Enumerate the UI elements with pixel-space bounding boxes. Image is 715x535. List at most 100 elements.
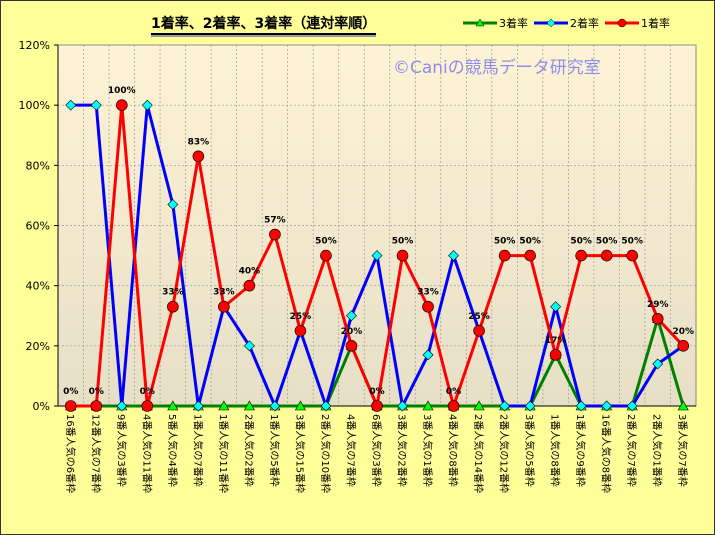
y-tick-label: 120% <box>19 39 50 52</box>
data-point <box>473 324 485 337</box>
data-point <box>600 249 613 262</box>
data-point <box>269 228 281 241</box>
data-point <box>677 340 690 352</box>
data-label: 0% <box>89 387 104 397</box>
data-point <box>422 400 434 411</box>
x-tick-label: 2番人気の12番枠 <box>498 414 511 493</box>
x-tick-label: 1番人気の8番枠 <box>549 414 562 487</box>
x-tick-label: 4番人気の8番枠 <box>447 414 460 487</box>
data-label: 0% <box>63 387 78 397</box>
data-point <box>141 400 154 412</box>
data-point <box>626 249 639 262</box>
data-label: 25% <box>468 312 490 322</box>
data-point <box>346 310 357 322</box>
x-tick-label: 3番人気の1番枠 <box>421 414 434 487</box>
y-tick-label: 80% <box>26 159 50 172</box>
data-point <box>575 249 587 262</box>
data-label: 17% <box>545 336 567 346</box>
data-label: 0% <box>446 387 461 397</box>
data-point <box>651 312 664 325</box>
data-label: 83% <box>188 137 210 147</box>
legend: 3着率 2着率 1着率 <box>463 15 670 31</box>
data-point <box>294 324 307 337</box>
chart-title: 1着率、2着率、3着率（連対率順） <box>151 13 377 35</box>
data-point <box>167 199 179 210</box>
data-point <box>192 400 204 412</box>
data-label: 0% <box>369 387 384 397</box>
data-label: 20% <box>672 327 694 337</box>
data-label: 20% <box>341 327 363 337</box>
data-point <box>90 99 102 111</box>
x-tick-label: 5番人気の4番枠 <box>166 414 179 487</box>
data-label: 50% <box>392 237 414 247</box>
series-3: 0% 0% 100% 0% 33% 83% 33% 40% 57% 25% 50% 20% 0% 50% 3… <box>63 86 694 412</box>
x-tick-label: 16番人気の6番枠 <box>64 414 77 493</box>
data-point <box>396 249 409 262</box>
triangle-marker-icon <box>463 18 497 27</box>
data-point <box>652 358 664 370</box>
data-point <box>65 99 77 111</box>
x-tick-label: 2番人気の1番枠 <box>651 414 664 487</box>
watermark: ©Caniの競馬データ研究室 <box>393 57 601 78</box>
data-point <box>243 340 255 352</box>
data-point <box>371 250 383 262</box>
data-label: 29% <box>647 300 669 310</box>
data-label: 40% <box>239 267 261 277</box>
data-point <box>243 400 255 411</box>
x-tick-label: 4番人気の11番枠 <box>140 414 153 493</box>
legend-item-1st: 1着率 <box>605 15 670 31</box>
data-point <box>549 349 562 361</box>
data-point <box>499 400 511 412</box>
data-label: 100% <box>108 86 136 96</box>
data-point <box>320 249 332 262</box>
data-label: 50% <box>494 237 516 247</box>
data-label: 50% <box>596 237 618 247</box>
y-tick-label: 0% <box>33 400 50 413</box>
x-tick-label: 6番人気の3番枠 <box>370 414 383 487</box>
y-tick-label: 40% <box>26 280 50 293</box>
data-label: 50% <box>621 237 643 247</box>
data-point <box>269 400 281 412</box>
data-label: 33% <box>213 288 235 298</box>
y-tick-label: 20% <box>26 340 50 353</box>
data-point <box>397 400 408 412</box>
data-point <box>116 400 128 412</box>
data-point <box>320 400 332 412</box>
x-tick-label: 12番人気の7番枠 <box>89 414 102 493</box>
data-point <box>524 400 536 412</box>
data-label: 33% <box>162 288 184 298</box>
x-tick-label: 3番人気の2番枠 <box>396 414 409 487</box>
x-tick-label: 2番人気の14番枠 <box>472 414 485 493</box>
data-label: 57% <box>264 216 286 226</box>
data-point <box>448 250 459 262</box>
data-point <box>167 400 179 411</box>
data-point <box>218 400 230 411</box>
data-label: 50% <box>570 237 592 247</box>
data-point <box>345 340 358 352</box>
x-tick-label: 2番人気の2番枠 <box>242 414 255 487</box>
x-tick-label: 4番人気の7番枠 <box>344 414 357 487</box>
diamond-marker-icon <box>534 18 568 28</box>
data-label: 0% <box>140 387 155 397</box>
x-tick-label: 1番人気の5番枠 <box>268 414 281 487</box>
x-tick-label: 3番人気の15番枠 <box>293 414 306 493</box>
data-point <box>677 400 689 411</box>
data-point <box>550 301 562 313</box>
data-point <box>167 300 179 313</box>
data-label: 50% <box>315 237 337 247</box>
data-label: 50% <box>519 237 541 247</box>
data-point <box>90 400 103 412</box>
data-point <box>218 300 230 313</box>
data-point <box>371 400 383 412</box>
data-point <box>422 349 434 361</box>
x-tick-label: 2番人気の7番枠 <box>625 414 638 487</box>
data-point <box>294 400 306 411</box>
circle-marker-icon <box>605 18 639 28</box>
x-tick-label: 3番人気の5番枠 <box>523 414 536 487</box>
data-point <box>601 400 613 412</box>
data-point <box>498 249 511 262</box>
data-point <box>524 249 536 262</box>
data-point <box>447 400 460 412</box>
